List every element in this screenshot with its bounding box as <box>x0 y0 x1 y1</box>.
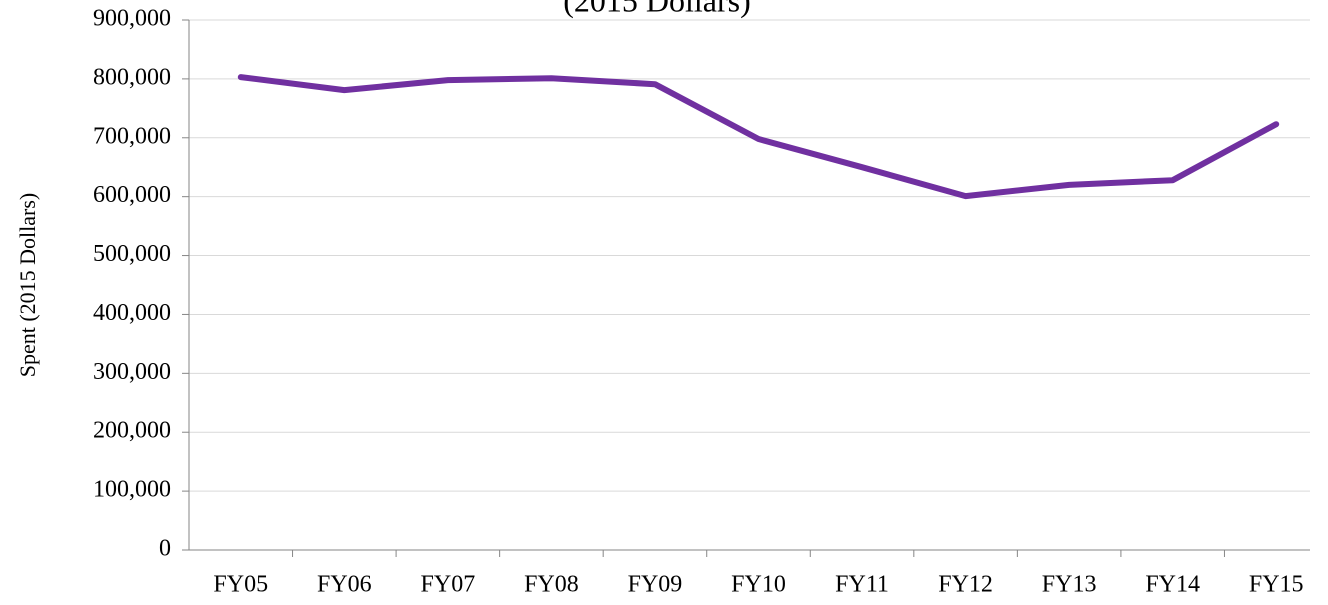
x-tick-label: FY07 <box>421 572 476 598</box>
y-tick-label: 0 <box>159 536 171 562</box>
x-tick-label: FY10 <box>731 572 786 598</box>
y-tick-label: 400,000 <box>93 300 171 326</box>
x-tick-label: FY11 <box>835 572 889 598</box>
x-tick-label: FY08 <box>524 572 579 598</box>
x-tick-label: FY12 <box>938 572 993 598</box>
y-tick-label: 500,000 <box>93 241 171 267</box>
y-tick-label: 900,000 <box>93 6 171 32</box>
x-tick-label: FY13 <box>1042 572 1097 598</box>
y-tick-label: 800,000 <box>93 64 171 90</box>
y-axis-label: Spent (2015 Dollars) <box>15 193 40 378</box>
y-tick-label: 200,000 <box>93 418 171 444</box>
y-tick-label: 300,000 <box>93 359 171 385</box>
x-tick-label: FY09 <box>628 572 683 598</box>
series-line <box>237 74 1280 200</box>
x-tick-label: FY06 <box>317 572 372 598</box>
y-tick-label: 600,000 <box>93 182 171 208</box>
chart-title: (2015 Dollars) <box>563 0 751 18</box>
x-tick-label: FY15 <box>1249 572 1304 598</box>
x-tick-label: FY05 <box>213 572 268 598</box>
x-tick-label: FY14 <box>1145 572 1200 598</box>
y-tick-label: 700,000 <box>93 123 171 149</box>
y-tick-label: 100,000 <box>93 477 171 503</box>
